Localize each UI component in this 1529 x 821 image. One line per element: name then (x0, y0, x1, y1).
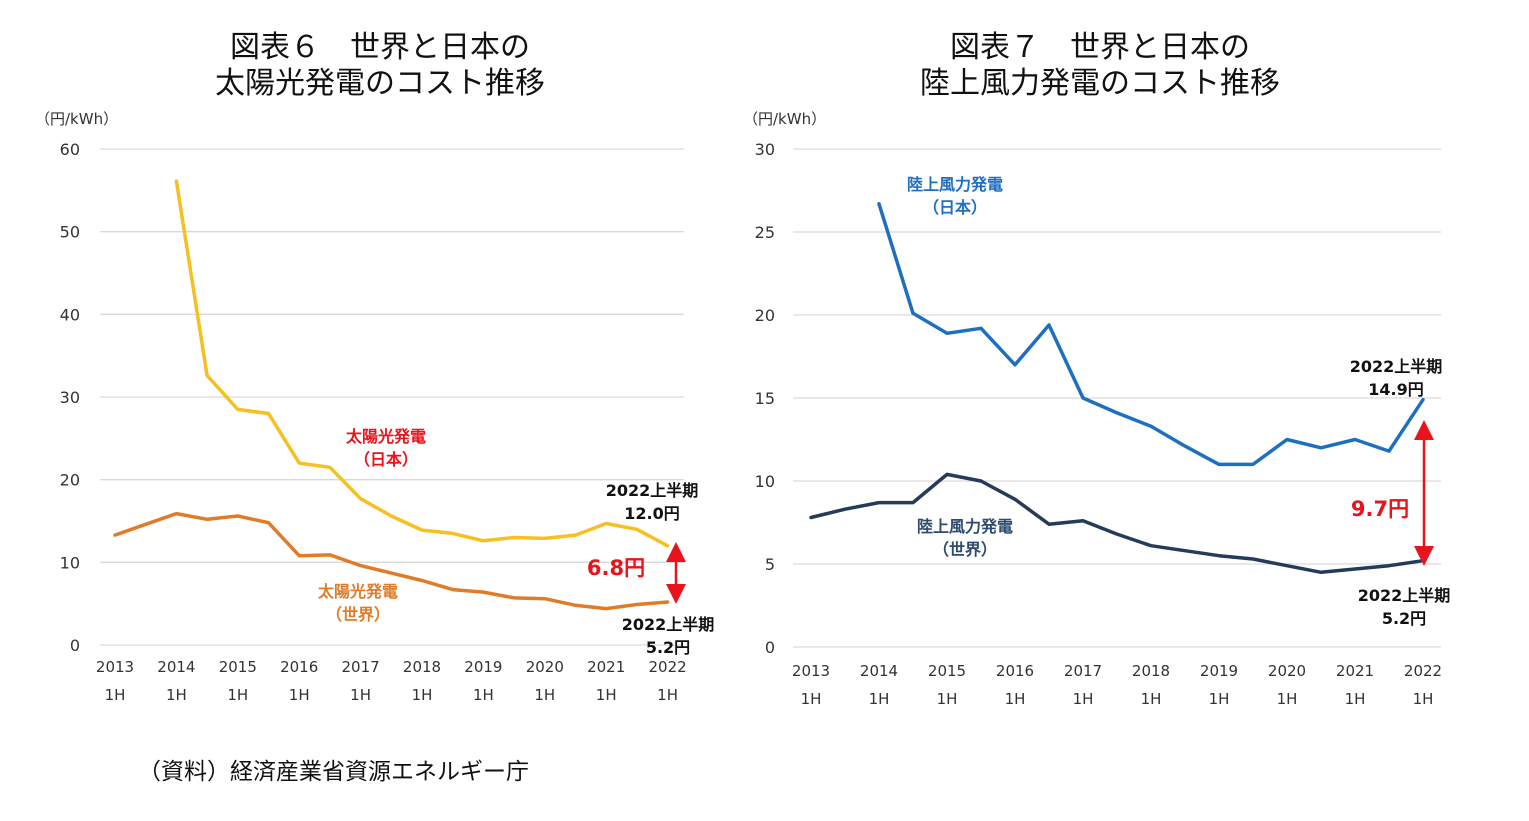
wind-x-tick-year: 2016 (996, 662, 1034, 680)
solar-world-label: 太陽光発電 (317, 582, 398, 601)
wind-japan-end-label: 2022上半期 (1350, 357, 1443, 376)
wind-world-end-label: 2022上半期 (1358, 586, 1451, 605)
solar-x-tick-year: 2018 (403, 658, 441, 676)
solar-x-tick-half: 1H (473, 686, 494, 704)
source-note: （資料）経済産業省資源エネルギー庁 (138, 759, 529, 785)
wind-y-tick-label: 0 (765, 638, 775, 657)
solar-y-tick-label: 20 (60, 471, 80, 490)
wind-x-tick-year: 2019 (1200, 662, 1238, 680)
wind-world-label: 陸上風力発電 (917, 517, 1013, 536)
wind-x-tick-year: 2014 (860, 662, 898, 680)
solar-x-tick-year: 2021 (587, 658, 625, 676)
solar-japan-end-value: 12.0円 (624, 504, 679, 523)
solar-y-tick-label: 10 (60, 553, 80, 572)
solar-y-tick-label: 30 (60, 388, 80, 407)
chart6-title-line2: 太陽光発電のコスト推移 (215, 66, 545, 101)
wind-x-tick-year: 2013 (792, 662, 830, 680)
solar-x-tick-year: 2020 (526, 658, 564, 676)
solar-japan-label-sub: （日本） (354, 450, 418, 469)
solar-x-tick-year: 2013 (96, 658, 134, 676)
wind-x-tick-half: 1H (1005, 690, 1026, 708)
wind-x-tick-half: 1H (801, 690, 822, 708)
wind-y-tick-label: 20 (755, 306, 775, 325)
wind-japan-label-sub: （日本） (923, 198, 987, 217)
wind-x-tick-half: 1H (1345, 690, 1366, 708)
wind-unit-label: （円/kWh） (743, 110, 826, 128)
chart7-title-line2: 陸上風力発電のコスト推移 (920, 66, 1280, 101)
chart7-title-line1: 図表７ 世界と日本の (950, 30, 1250, 65)
wind-world-end-value: 5.2円 (1382, 609, 1426, 628)
solar-y-tick-label: 40 (60, 305, 80, 324)
wind-y-tick-label: 30 (755, 140, 775, 159)
wind-y-tick-label: 5 (765, 555, 775, 574)
solar-x-tick-half: 1H (657, 686, 678, 704)
wind-x-tick-half: 1H (869, 690, 890, 708)
wind-y-tick-label: 15 (755, 389, 775, 408)
wind-japan-series-line (877, 202, 1425, 467)
chart6-title-line1: 図表６ 世界と日本の (230, 30, 530, 65)
solar-x-tick-half: 1H (350, 686, 371, 704)
wind-x-tick-half: 1H (1141, 690, 1162, 708)
solar-y-tick-label: 60 (60, 140, 80, 159)
solar-gap-label: 6.8円 (587, 556, 645, 580)
wind-x-tick-year: 2022 (1404, 662, 1442, 680)
wind-x-tick-half: 1H (937, 690, 958, 708)
solar-x-tick-half: 1H (534, 686, 555, 704)
wind-x-tick-half: 1H (1413, 690, 1434, 708)
solar-x-tick-half: 1H (227, 686, 248, 704)
solar-x-tick-half: 1H (412, 686, 433, 704)
wind-japan-label: 陸上風力発電 (907, 175, 1003, 194)
solar-x-tick-year: 2015 (219, 658, 257, 676)
chart6-title: 図表６ 世界と日本の 太陽光発電のコスト推移 (120, 30, 640, 102)
solar-x-tick-half: 1H (105, 686, 126, 704)
solar-unit-label: （円/kWh） (35, 110, 118, 128)
solar-y-tick-label: 50 (60, 223, 80, 242)
solar-world-end-value: 5.2円 (646, 638, 690, 657)
wind-x-tick-year: 2017 (1064, 662, 1102, 680)
solar-japan-series-line (174, 179, 670, 548)
wind-x-tick-half: 1H (1277, 690, 1298, 708)
wind-gap-label: 9.7円 (1351, 497, 1409, 521)
wind-cost-chart: （円/kWh） 0 5 10 15 20 25 30 2013 1H 2014 1H 2015 1H 201… (743, 110, 1450, 708)
wind-x-tick-year: 2021 (1336, 662, 1374, 680)
wind-y-tick-label: 25 (755, 223, 775, 242)
chart7-title: 図表７ 世界と日本の 陸上風力発電のコスト推移 (840, 30, 1360, 102)
wind-x-tick-half: 1H (1073, 690, 1094, 708)
solar-x-tick-year: 2022 (649, 658, 687, 676)
wind-x-tick-half: 1H (1209, 690, 1230, 708)
wind-x-tick-year: 2020 (1268, 662, 1306, 680)
solar-world-label-sub: （世界） (326, 605, 390, 624)
solar-x-tick-year: 2019 (464, 658, 502, 676)
solar-x-tick-year: 2017 (342, 658, 380, 676)
wind-japan-end-value: 14.9円 (1368, 380, 1423, 399)
solar-x-tick-year: 2016 (280, 658, 318, 676)
solar-x-tick-year: 2014 (157, 658, 195, 676)
solar-x-tick-half: 1H (166, 686, 187, 704)
solar-japan-label: 太陽光発電 (345, 427, 426, 446)
solar-x-tick-half: 1H (289, 686, 310, 704)
solar-world-end-label: 2022上半期 (622, 615, 715, 634)
wind-x-tick-year: 2018 (1132, 662, 1170, 680)
wind-world-series-line (809, 472, 1425, 575)
solar-japan-end-label: 2022上半期 (606, 481, 699, 500)
wind-y-tick-label: 10 (755, 472, 775, 491)
solar-cost-chart: （円/kWh） 0 10 20 30 40 50 60 2013 1H 2014 1H 2015 1H 20… (35, 110, 714, 704)
wind-x-tick-year: 2015 (928, 662, 966, 680)
solar-y-tick-label: 0 (70, 636, 80, 655)
solar-x-tick-half: 1H (596, 686, 617, 704)
wind-world-label-sub: （世界） (933, 540, 997, 559)
